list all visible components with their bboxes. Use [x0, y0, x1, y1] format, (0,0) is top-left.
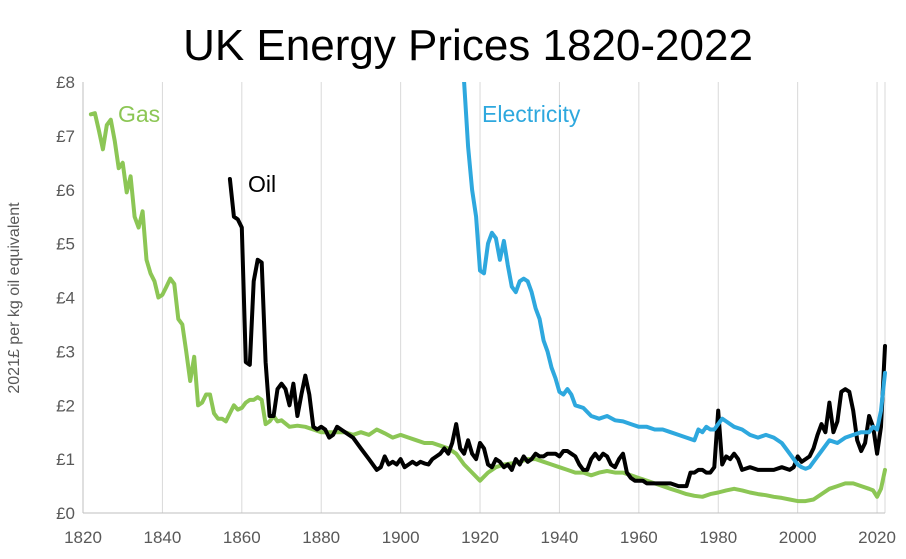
x-tick-1860: 1860	[223, 528, 261, 547]
series-line-gas	[88, 111, 887, 504]
y-tick-6: £6	[56, 181, 75, 200]
x-tick-2000: 2000	[779, 528, 817, 547]
y-tick-8: £8	[56, 73, 75, 92]
series-line-oil	[227, 177, 887, 489]
axes	[82, 82, 885, 514]
y-tick-0: £0	[56, 504, 75, 523]
y-tick-labels: £0 £1 £2 £3 £4 £5 £6 £7 £8	[56, 73, 75, 523]
plot-area	[88, 82, 887, 504]
gridlines	[161, 82, 886, 513]
x-tick-labels: 1820 1840 1860 1880 1900 1920 1940 1960 1980 2000…	[64, 528, 896, 547]
series-label-electricity: Electricity	[482, 101, 581, 127]
x-tick-2020: 2020	[858, 528, 896, 547]
x-tick-1840: 1840	[143, 528, 181, 547]
x-tick-1820: 1820	[64, 528, 102, 547]
x-tick-1880: 1880	[302, 528, 340, 547]
x-tick-1920: 1920	[461, 528, 499, 547]
y-tick-4: £4	[56, 289, 75, 308]
y-tick-7: £7	[56, 127, 75, 146]
series-line-electricity	[462, 82, 887, 471]
y-tick-2: £2	[56, 396, 75, 415]
series-label-gas: Gas	[118, 101, 160, 127]
series-labels: Gas Oil Electricity	[118, 101, 581, 197]
x-tick-1940: 1940	[541, 528, 579, 547]
series-label-oil: Oil	[248, 171, 276, 197]
y-tick-1: £1	[56, 450, 75, 469]
y-axis-label: 2021£ per kg oil equivalent	[6, 202, 23, 394]
y-tick-5: £5	[56, 235, 75, 254]
x-tick-1960: 1960	[620, 528, 658, 547]
y-tick-3: £3	[56, 342, 75, 361]
x-tick-1980: 1980	[699, 528, 737, 547]
chart-title: UK Energy Prices 1820-2022	[183, 21, 753, 70]
x-tick-1900: 1900	[382, 528, 420, 547]
